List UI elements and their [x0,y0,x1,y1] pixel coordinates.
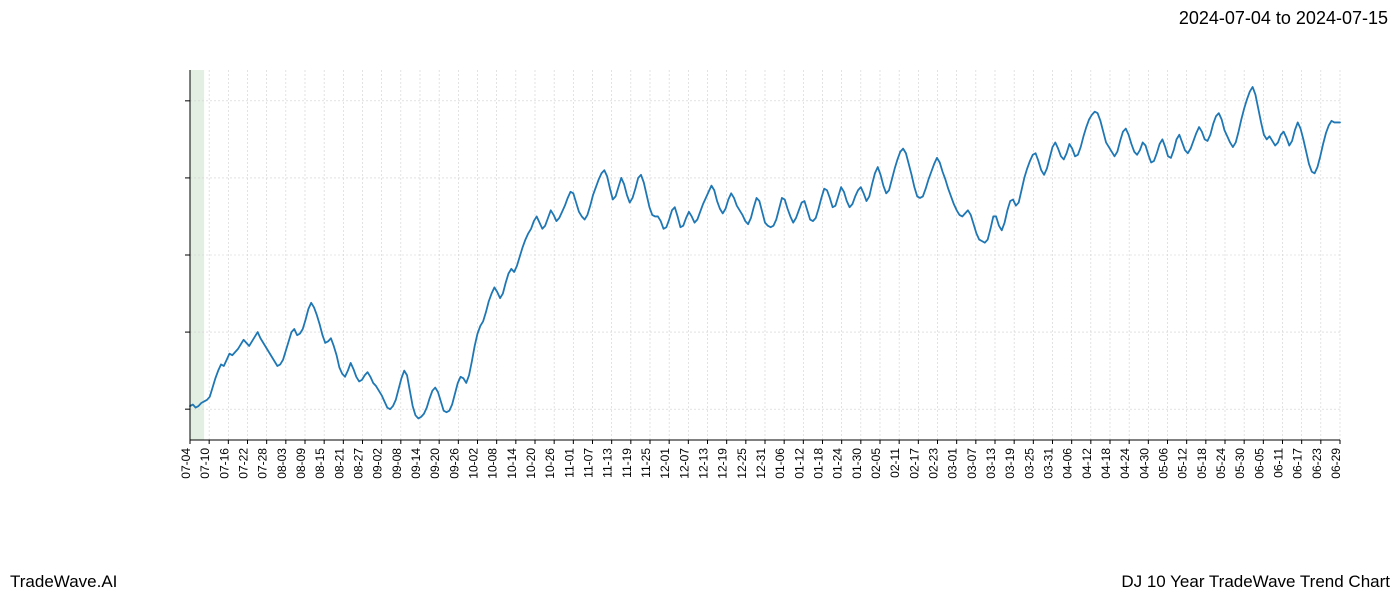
svg-text:03-01: 03-01 [946,448,960,479]
svg-text:04-18: 04-18 [1099,448,1113,479]
svg-text:10-14: 10-14 [505,448,519,479]
svg-text:12-31: 12-31 [754,448,768,479]
svg-text:05-18: 05-18 [1195,448,1209,479]
svg-text:04-30: 04-30 [1137,448,1151,479]
svg-text:05-30: 05-30 [1233,448,1247,479]
svg-text:12-13: 12-13 [697,448,711,479]
svg-text:07-10: 07-10 [198,448,212,479]
svg-text:10-08: 10-08 [486,448,500,479]
svg-text:08-03: 08-03 [275,448,289,479]
svg-text:12-01: 12-01 [658,448,672,479]
svg-text:09-02: 09-02 [371,448,385,479]
svg-text:03-07: 03-07 [965,448,979,479]
svg-text:09-26: 09-26 [447,448,461,479]
svg-text:08-09: 08-09 [294,448,308,479]
svg-text:09-08: 09-08 [390,448,404,479]
svg-text:10-26: 10-26 [543,448,557,479]
svg-text:03-13: 03-13 [984,448,998,479]
svg-text:10-02: 10-02 [467,448,481,479]
svg-text:09-14: 09-14 [409,448,423,479]
svg-text:11-13: 11-13 [601,448,615,478]
svg-text:04-06: 04-06 [1061,448,1075,479]
svg-text:01-06: 01-06 [773,448,787,479]
svg-text:02-17: 02-17 [907,448,921,479]
svg-text:12-07: 12-07 [677,448,691,479]
svg-text:11-01: 11-01 [562,448,576,478]
svg-text:01-30: 01-30 [850,448,864,479]
svg-text:03-25: 03-25 [1022,448,1036,479]
trend-chart-svg: 40.0%50.0%60.0%70.0%80.0%07-0407-1007-16… [180,70,1360,490]
svg-text:12-19: 12-19 [716,448,730,479]
svg-text:11-07: 11-07 [582,448,596,478]
svg-text:08-21: 08-21 [332,448,346,479]
svg-text:01-18: 01-18 [812,448,826,479]
svg-text:07-16: 07-16 [217,448,231,479]
svg-text:06-05: 06-05 [1252,448,1266,479]
svg-text:03-31: 03-31 [1042,448,1056,479]
svg-text:05-12: 05-12 [1176,448,1190,479]
svg-text:12-25: 12-25 [735,448,749,479]
svg-text:06-17: 06-17 [1291,448,1305,479]
svg-text:06-29: 06-29 [1329,448,1343,479]
svg-text:06-11: 06-11 [1272,448,1286,478]
svg-text:01-12: 01-12 [792,448,806,479]
svg-text:05-06: 05-06 [1157,448,1171,479]
svg-text:09-20: 09-20 [428,448,442,479]
svg-text:07-04: 07-04 [180,448,193,479]
svg-text:03-19: 03-19 [1003,448,1017,479]
svg-text:02-05: 02-05 [869,448,883,479]
svg-text:07-28: 07-28 [256,448,270,479]
svg-text:11-19: 11-19 [620,448,634,478]
svg-text:05-24: 05-24 [1214,448,1228,479]
footer-title: DJ 10 Year TradeWave Trend Chart [1121,572,1390,592]
svg-text:04-24: 04-24 [1118,448,1132,479]
svg-text:11-25: 11-25 [639,448,653,478]
footer-brand: TradeWave.AI [10,572,117,592]
svg-text:08-15: 08-15 [313,448,327,479]
trend-chart: 40.0%50.0%60.0%70.0%80.0%07-0407-1007-16… [180,70,1360,490]
svg-text:07-22: 07-22 [237,448,251,479]
svg-text:02-23: 02-23 [927,448,941,479]
svg-text:06-23: 06-23 [1310,448,1324,479]
svg-text:01-24: 01-24 [831,448,845,479]
svg-text:10-20: 10-20 [524,448,538,479]
svg-text:08-27: 08-27 [352,448,366,479]
svg-text:02-11: 02-11 [888,448,902,478]
svg-text:04-12: 04-12 [1080,448,1094,479]
date-range: 2024-07-04 to 2024-07-15 [1179,8,1388,29]
